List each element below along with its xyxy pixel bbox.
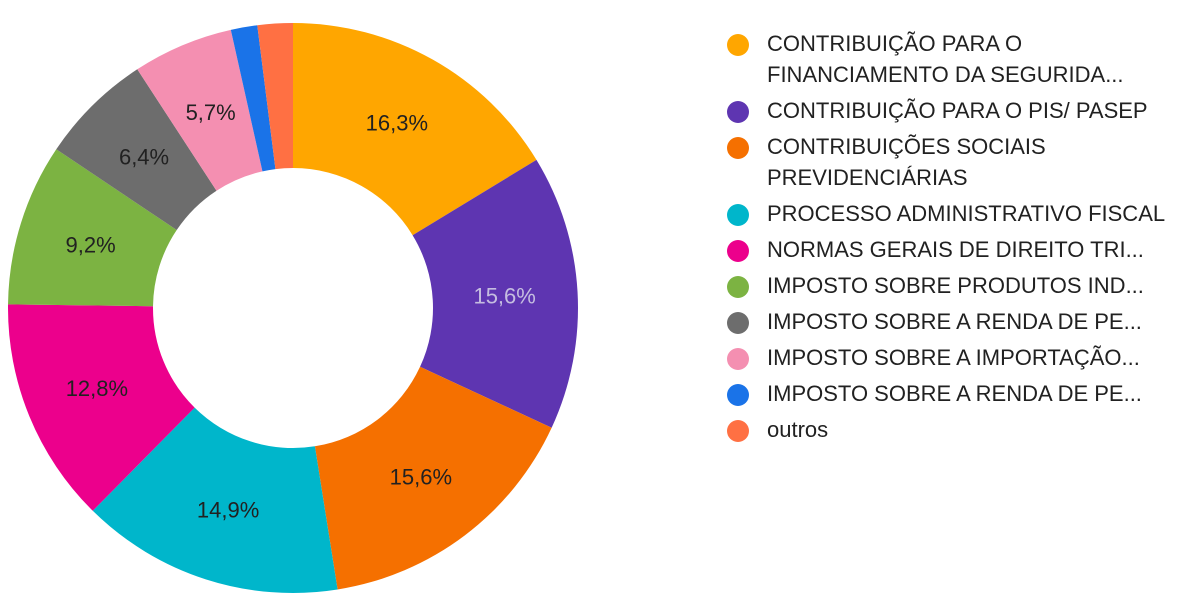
legend-swatch-icon [727, 348, 749, 370]
slice-label-6: 9,2% [65, 233, 115, 258]
legend-label: CONTRIBUIÇÕES SOCIAIS PREVIDENCIÁRIAS [767, 134, 1046, 190]
donut-slice-2[interactable] [412, 159, 578, 428]
donut-slice-1[interactable] [293, 23, 537, 236]
legend-label: IMPOSTO SOBRE A IMPORTAÇÃO... [767, 345, 1140, 370]
legend-label: PROCESSO ADMINISTRATIVO FISCAL [767, 201, 1166, 226]
legend-swatch-icon [727, 204, 749, 226]
legend-swatch-icon [727, 240, 749, 262]
legend-swatch-icon [727, 34, 749, 56]
donut-slice-6[interactable] [8, 149, 177, 307]
legend-swatch-icon [727, 312, 749, 334]
legend-label: NORMAS GERAIS DE DIREITO TRI... [767, 237, 1144, 262]
donut-slice-8[interactable] [137, 29, 263, 191]
legend-item[interactable]: outros [727, 416, 1187, 445]
legend-swatch-icon [727, 137, 749, 159]
legend-item[interactable]: PROCESSO ADMINISTRATIVO FISCAL [727, 200, 1187, 229]
slice-label-2: 15,6% [473, 284, 535, 309]
legend-item[interactable]: IMPOSTO SOBRE A RENDA DE PE... [727, 308, 1187, 337]
legend-item[interactable]: CONTRIBUIÇÃO PARA O PIS/ PASEP [727, 97, 1187, 126]
legend-item[interactable]: IMPOSTO SOBRE PRODUTOS IND... [727, 272, 1187, 301]
legend-swatch-icon [727, 420, 749, 442]
legend-label: CONTRIBUIÇÃO PARA O PIS/ PASEP [767, 98, 1148, 123]
slice-label-1: 16,3% [366, 111, 428, 136]
legend-label: IMPOSTO SOBRE A RENDA DE PE... [767, 381, 1142, 406]
slice-label-4: 14,9% [197, 497, 259, 522]
donut-plot: 16,3% 15,6% 15,6% 14,9% 12,8% 9,2% 6,4% 5,7% [7, 23, 578, 593]
legend-label: outros [767, 417, 829, 442]
legend-label: IMPOSTO SOBRE PRODUTOS IND... [767, 273, 1144, 298]
legend-swatch-icon [727, 101, 749, 123]
donut-slice-5[interactable] [7, 304, 195, 511]
legend-item[interactable]: IMPOSTO SOBRE A RENDA DE PE... [727, 380, 1187, 409]
donut-slice-3[interactable] [314, 366, 552, 590]
legend-item[interactable]: NORMAS GERAIS DE DIREITO TRI... [727, 236, 1187, 265]
slice-label-5: 12,8% [66, 376, 128, 401]
legend-item[interactable]: IMPOSTO SOBRE A IMPORTAÇÃO... [727, 344, 1187, 373]
slice-label-7: 6,4% [119, 145, 169, 170]
donut-slice-9[interactable] [230, 25, 276, 172]
legend-swatch-icon [727, 276, 749, 298]
donut-slice-4[interactable] [92, 407, 338, 593]
legend-label: IMPOSTO SOBRE A RENDA DE PE... [767, 309, 1142, 334]
donut-slice-10[interactable] [257, 23, 293, 170]
slice-label-3: 15,6% [390, 465, 452, 490]
donut-slice-7[interactable] [56, 69, 217, 231]
legend-item[interactable]: CONTRIBUIÇÃO PARA O FINANCIAMENTO DA SEG… [727, 30, 1187, 90]
chart-legend: CONTRIBUIÇÃO PARA O FINANCIAMENTO DA SEG… [727, 30, 1187, 452]
slice-label-8: 5,7% [186, 100, 236, 125]
legend-label: CONTRIBUIÇÃO PARA O FINANCIAMENTO DA SEG… [767, 31, 1124, 87]
legend-item[interactable]: CONTRIBUIÇÕES SOCIAIS PREVIDENCIÁRIAS [727, 133, 1187, 193]
legend-swatch-icon [727, 384, 749, 406]
